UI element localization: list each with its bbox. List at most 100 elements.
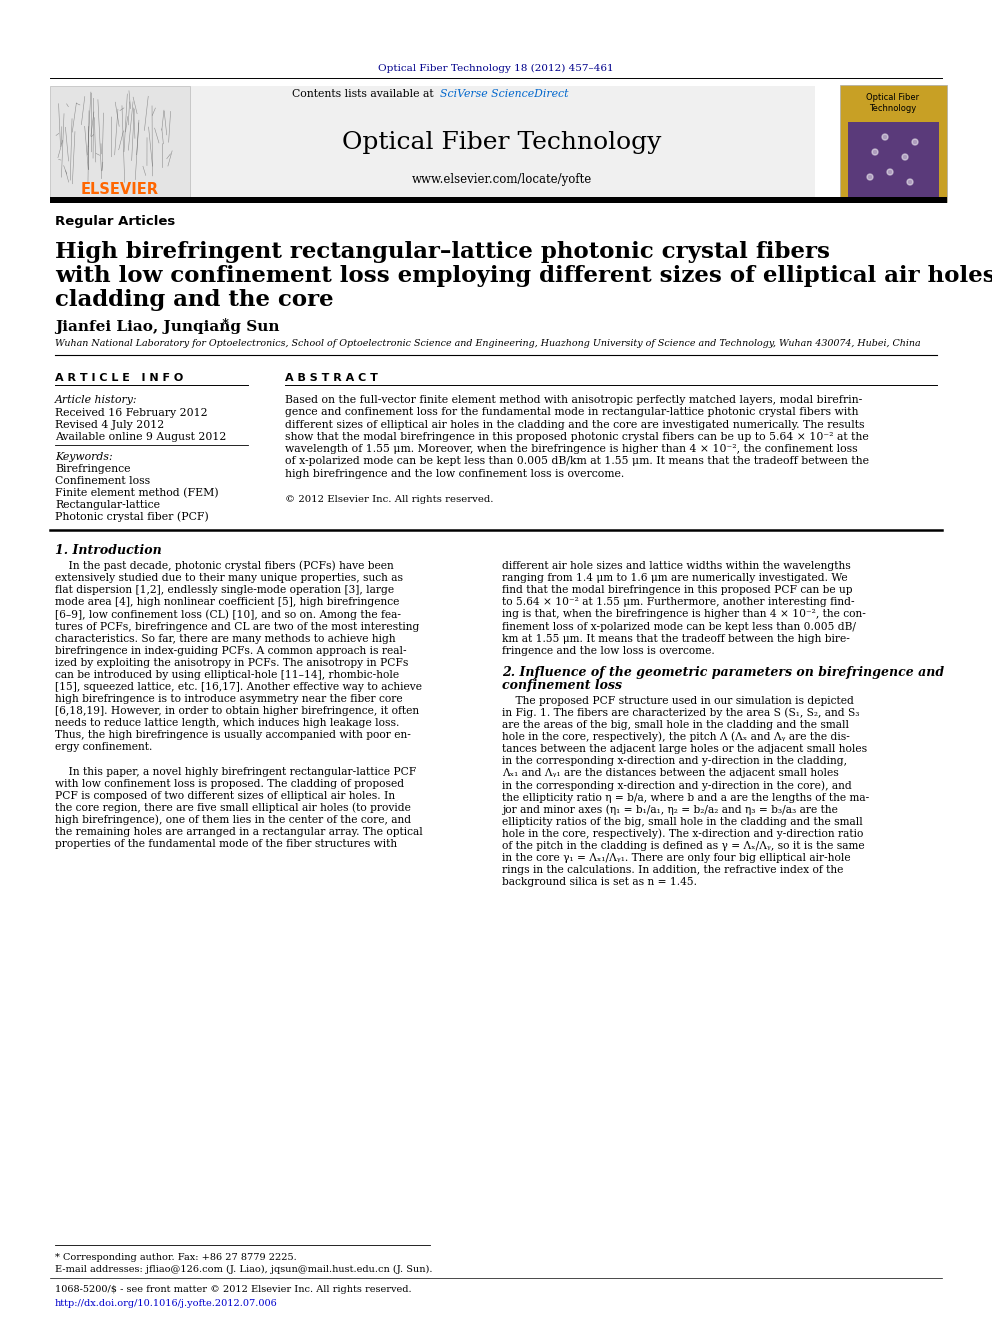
Text: hole in the core, respectively). The x-direction and y-direction ratio: hole in the core, respectively). The x-d…: [502, 828, 863, 839]
Text: ellipticity ratios of the big, small hole in the cladding and the small: ellipticity ratios of the big, small hol…: [502, 816, 863, 827]
Text: A B S T R A C T: A B S T R A C T: [285, 373, 378, 382]
Text: the remaining holes are arranged in a rectangular array. The optical: the remaining holes are arranged in a re…: [55, 827, 423, 837]
Circle shape: [912, 139, 918, 146]
Circle shape: [872, 149, 878, 155]
Text: flat dispersion [1,2], endlessly single-mode operation [3], large: flat dispersion [1,2], endlessly single-…: [55, 585, 394, 595]
Text: jor and minor axes (η₁ = b₁/a₁, η₂ = b₂/a₂ and η₃ = b₃/a₃ are the: jor and minor axes (η₁ = b₁/a₁, η₂ = b₂/…: [502, 804, 838, 815]
Text: The proposed PCF structure used in our simulation is depicted: The proposed PCF structure used in our s…: [502, 696, 854, 705]
Text: gence and confinement loss for the fundamental mode in rectangular-lattice photo: gence and confinement loss for the funda…: [285, 407, 858, 417]
Text: fringence and the low loss is overcome.: fringence and the low loss is overcome.: [502, 646, 715, 656]
Text: * Corresponding author. Fax: +86 27 8779 2225.: * Corresponding author. Fax: +86 27 8779…: [55, 1253, 297, 1262]
Circle shape: [907, 179, 913, 185]
Text: different air hole sizes and lattice widths within the wavelengths: different air hole sizes and lattice wid…: [502, 561, 851, 572]
Text: of the pitch in the cladding is defined as γ = Λₓ/Λᵧ, so it is the same: of the pitch in the cladding is defined …: [502, 841, 865, 851]
Text: rings in the calculations. In addition, the refractive index of the: rings in the calculations. In addition, …: [502, 865, 843, 876]
Text: finement loss of x-polarized mode can be kept less than 0.005 dB/: finement loss of x-polarized mode can be…: [502, 622, 856, 631]
Text: Regular Articles: Regular Articles: [55, 216, 176, 229]
Text: high birefringence and the low confinement loss is overcome.: high birefringence and the low confineme…: [285, 468, 624, 479]
Text: Available online 9 August 2012: Available online 9 August 2012: [55, 433, 226, 442]
Text: the core region, there are five small elliptical air holes (to provide: the core region, there are five small el…: [55, 803, 411, 814]
Text: Received 16 February 2012: Received 16 February 2012: [55, 407, 207, 418]
Text: of x-polarized mode can be kept less than 0.005 dB/km at 1.55 μm. It means that : of x-polarized mode can be kept less tha…: [285, 456, 869, 467]
Text: the ellipticity ratio η = b/a, where b and a are the lengths of the ma-: the ellipticity ratio η = b/a, where b a…: [502, 792, 869, 803]
Text: www.elsevier.com/locate/yofte: www.elsevier.com/locate/yofte: [412, 173, 592, 187]
Text: in Fig. 1. The fibers are characterized by the area S (S₁, S₂, and S₃: in Fig. 1. The fibers are characterized …: [502, 708, 859, 718]
Bar: [840, 85, 947, 202]
Text: A R T I C L E   I N F O: A R T I C L E I N F O: [55, 373, 184, 382]
Text: Confinement loss: Confinement loss: [55, 476, 150, 486]
Text: confinement loss: confinement loss: [502, 679, 622, 692]
Text: [6–9], low confinement loss (CL) [10], and so on. Among the fea-: [6–9], low confinement loss (CL) [10], a…: [55, 609, 401, 619]
Text: [15], squeezed lattice, etc. [16,17]. Another effective way to achieve: [15], squeezed lattice, etc. [16,17]. An…: [55, 681, 422, 692]
Text: in the corresponding x-direction and y-direction in the cladding,: in the corresponding x-direction and y-d…: [502, 757, 847, 766]
Text: are the areas of the big, small hole in the cladding and the small: are the areas of the big, small hole in …: [502, 720, 849, 730]
Text: high birefringence), one of them lies in the center of the core, and: high birefringence), one of them lies in…: [55, 815, 411, 826]
Text: tances between the adjacent large holes or the adjacent small holes: tances between the adjacent large holes …: [502, 745, 867, 754]
Bar: [50, 197, 947, 202]
Text: Optical Fiber
Technology: Optical Fiber Technology: [866, 94, 920, 112]
Circle shape: [867, 175, 873, 180]
Text: birefringence in index-guiding PCFs. A common approach is real-: birefringence in index-guiding PCFs. A c…: [55, 646, 407, 656]
Text: 1068-5200/$ - see front matter © 2012 Elsevier Inc. All rights reserved.: 1068-5200/$ - see front matter © 2012 El…: [55, 1286, 412, 1294]
Text: in the corresponding x-direction and y-direction in the core), and: in the corresponding x-direction and y-d…: [502, 781, 852, 791]
Text: Photonic crystal fiber (PCF): Photonic crystal fiber (PCF): [55, 512, 208, 523]
Text: In the past decade, photonic crystal fibers (PCFs) have been: In the past decade, photonic crystal fib…: [55, 561, 394, 572]
Text: In this paper, a novel highly birefringent rectangular-lattice PCF: In this paper, a novel highly birefringe…: [55, 767, 417, 777]
Text: hole in the core, respectively), the pitch Λ (Λₓ and Λᵧ are the dis-: hole in the core, respectively), the pit…: [502, 732, 850, 742]
Text: Based on the full-vector finite element method with anisotropic perfectly matche: Based on the full-vector finite element …: [285, 396, 862, 405]
Text: tures of PCFs, birefringence and CL are two of the most interesting: tures of PCFs, birefringence and CL are …: [55, 622, 420, 631]
Text: in the core γ₁ = Λₓ₁/Λᵧ₁. There are only four big elliptical air-hole: in the core γ₁ = Λₓ₁/Λᵧ₁. There are only…: [502, 853, 850, 863]
Circle shape: [882, 134, 888, 140]
Text: Article history:: Article history:: [55, 396, 138, 405]
Bar: [848, 122, 939, 197]
Text: find that the modal birefringence in this proposed PCF can be up: find that the modal birefringence in thi…: [502, 585, 852, 595]
Text: characteristics. So far, there are many methods to achieve high: characteristics. So far, there are many …: [55, 634, 396, 643]
Text: can be introduced by using elliptical-hole [11–14], rhombic-hole: can be introduced by using elliptical-ho…: [55, 669, 399, 680]
Bar: [50, 86, 190, 198]
Text: cladding and the core: cladding and the core: [55, 288, 333, 311]
Text: different sizes of elliptical air holes in the cladding and the core are investi: different sizes of elliptical air holes …: [285, 419, 864, 430]
Text: 2. Influence of the geometric parameters on birefringence and: 2. Influence of the geometric parameters…: [502, 667, 944, 679]
Text: Thus, the high birefringence is usually accompanied with poor en-: Thus, the high birefringence is usually …: [55, 730, 411, 741]
Text: Wuhan National Laboratory for Optoelectronics, School of Optoelectronic Science : Wuhan National Laboratory for Optoelectr…: [55, 340, 921, 348]
Text: PCF is composed of two different sizes of elliptical air holes. In: PCF is composed of two different sizes o…: [55, 791, 395, 800]
Text: to 5.64 × 10⁻² at 1.55 μm. Furthermore, another interesting find-: to 5.64 × 10⁻² at 1.55 μm. Furthermore, …: [502, 597, 855, 607]
Text: Optical Fiber Technology: Optical Fiber Technology: [342, 131, 662, 155]
Text: Birefringence: Birefringence: [55, 464, 131, 474]
Text: 1. Introduction: 1. Introduction: [55, 545, 162, 557]
Text: Finite element method (FEM): Finite element method (FEM): [55, 488, 218, 499]
Circle shape: [887, 169, 893, 175]
Text: show that the modal birefringence in this proposed photonic crystal fibers can b: show that the modal birefringence in thi…: [285, 431, 869, 442]
Text: ized by exploiting the anisotropy in PCFs. The anisotropy in PCFs: ized by exploiting the anisotropy in PCF…: [55, 658, 409, 668]
Text: needs to reduce lattice length, which induces high leakage loss.: needs to reduce lattice length, which in…: [55, 718, 400, 728]
Text: SciVerse ScienceDirect: SciVerse ScienceDirect: [440, 89, 568, 99]
Text: km at 1.55 μm. It means that the tradeoff between the high bire-: km at 1.55 μm. It means that the tradeof…: [502, 634, 850, 643]
Text: ranging from 1.4 μm to 1.6 μm are numerically investigated. We: ranging from 1.4 μm to 1.6 μm are numeri…: [502, 573, 847, 583]
Text: high birefringence is to introduce asymmetry near the fiber core: high birefringence is to introduce asymm…: [55, 695, 403, 704]
Text: properties of the fundamental mode of the fiber structures with: properties of the fundamental mode of th…: [55, 839, 397, 849]
Circle shape: [902, 153, 908, 160]
Text: http://dx.doi.org/10.1016/j.yofte.2012.07.006: http://dx.doi.org/10.1016/j.yofte.2012.0…: [55, 1298, 278, 1307]
Text: © 2012 Elsevier Inc. All rights reserved.: © 2012 Elsevier Inc. All rights reserved…: [285, 496, 493, 504]
Text: Revised 4 July 2012: Revised 4 July 2012: [55, 419, 165, 430]
Text: with low confinement loss employing different sizes of elliptical air holes in t: with low confinement loss employing diff…: [55, 265, 992, 287]
Text: Optical Fiber Technology 18 (2012) 457–461: Optical Fiber Technology 18 (2012) 457–4…: [378, 64, 614, 73]
Text: extensively studied due to their many unique properties, such as: extensively studied due to their many un…: [55, 573, 403, 583]
Text: Keywords:: Keywords:: [55, 452, 113, 462]
Text: Contents lists available at: Contents lists available at: [292, 89, 437, 99]
Bar: [190, 86, 815, 198]
Text: with low confinement loss is proposed. The cladding of proposed: with low confinement loss is proposed. T…: [55, 779, 404, 789]
Text: Λₓ₁ and Λᵧ₁ are the distances between the adjacent small holes: Λₓ₁ and Λᵧ₁ are the distances between th…: [502, 769, 839, 778]
Text: ergy confinement.: ergy confinement.: [55, 742, 153, 753]
Text: Rectangular-lattice: Rectangular-lattice: [55, 500, 160, 509]
Text: *: *: [218, 319, 229, 332]
Text: High birefringent rectangular–lattice photonic crystal fibers: High birefringent rectangular–lattice ph…: [55, 241, 830, 263]
Text: [6,18,19]. However, in order to obtain higher birefringence, it often: [6,18,19]. However, in order to obtain h…: [55, 706, 420, 716]
Text: background silica is set as n = 1.45.: background silica is set as n = 1.45.: [502, 877, 697, 888]
Text: ELSEVIER: ELSEVIER: [81, 183, 159, 197]
Text: Jianfei Liao, Junqiang Sun: Jianfei Liao, Junqiang Sun: [55, 320, 280, 333]
Text: ing is that, when the birefringence is higher than 4 × 10⁻², the con-: ing is that, when the birefringence is h…: [502, 610, 866, 619]
Text: E-mail addresses: jfliao@126.com (J. Liao), jqsun@mail.hust.edu.cn (J. Sun).: E-mail addresses: jfliao@126.com (J. Lia…: [55, 1265, 433, 1274]
Text: mode area [4], high nonlinear coefficient [5], high birefringence: mode area [4], high nonlinear coefficien…: [55, 597, 400, 607]
Text: wavelength of 1.55 μm. Moreover, when the birefringence is higher than 4 × 10⁻²,: wavelength of 1.55 μm. Moreover, when th…: [285, 445, 858, 454]
